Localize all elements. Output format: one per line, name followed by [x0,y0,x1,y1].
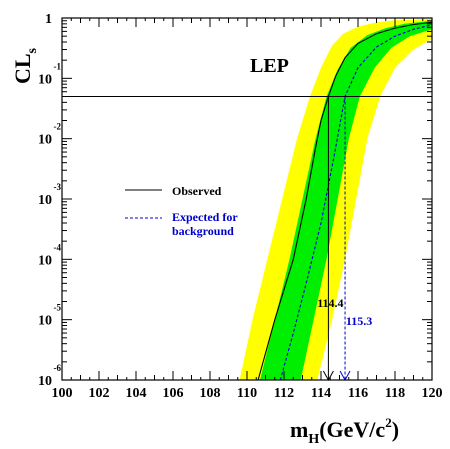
y-tick-label: 10 [38,193,52,208]
series-line-observed [257,21,433,381]
y-tick-label: 10 [38,133,52,148]
y-tick-label: 1 [45,12,52,27]
annotation-expected-limit: 115.3 [346,314,372,328]
x-tick-label: 114 [311,386,331,401]
y-tick-exponent: -1 [54,61,62,71]
legend-expected-line2: background [172,224,234,238]
x-axis-title-main: m [290,417,308,442]
svg-text:CLs: CLs [10,47,40,84]
y-tick-label: 10 [38,314,52,329]
y-tick-label: 10 [38,374,52,389]
chart-title: LEP [250,55,289,77]
svg-text:mH(GeV/c2): mH(GeV/c2) [290,415,399,447]
x-tick-label: 104 [126,386,147,401]
x-axis-title: mH(GeV/c2) [290,415,399,447]
y-tick-exponent: -4 [54,242,62,252]
x-tick-label: 106 [163,386,184,401]
x-tick-label: 100 [52,386,73,401]
x-axis-title-sup: 2 [385,415,392,430]
y-tick-label: 10 [38,72,52,87]
legend-expected-label: Expected for background [172,210,240,238]
x-axis-title-sub: H [308,432,319,447]
x-tick-label: 120 [422,386,443,401]
legend-observed-label: Observed [172,184,222,198]
y-tick-exponent: -2 [54,122,62,132]
legend-expected-line1: Expected for [172,210,238,224]
x-axis-title-unit: (GeV/c [319,417,385,442]
y-tick-exponent: -6 [54,363,62,373]
axis-ticks: 100 102 104 106 108 110 112 114 116 118 120110-110… [38,12,443,401]
confidence-bands [239,18,432,381]
y-axis-title-main: CL [10,53,35,84]
y-tick-label: 10 [38,253,52,268]
x-tick-label: 116 [348,386,368,401]
x-tick-label: 102 [89,386,110,401]
reference-lines [62,95,432,382]
y-axis-title-sub: s [25,47,40,53]
annotation-observed-limit: 114.4 [317,296,343,310]
y-axis-title: CLs [10,47,40,84]
x-tick-label: 110 [237,386,257,401]
x-tick-label: 112 [274,386,294,401]
x-tick-label: 118 [385,386,405,401]
band-1-sigma [260,20,432,381]
x-tick-label: 108 [200,386,221,401]
x-axis-title-close: ) [392,417,399,442]
legend: Observed Expected for background [125,184,240,238]
y-tick-exponent: -5 [54,303,62,313]
y-tick-exponent: -3 [54,182,62,192]
